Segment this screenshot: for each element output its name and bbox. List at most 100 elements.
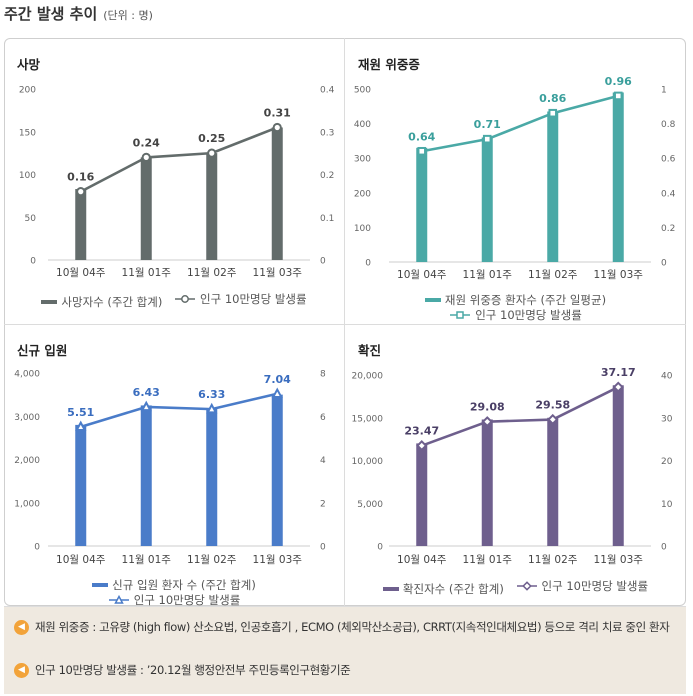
legend-bar-label: 확진자수 (주간 합계) [402, 582, 504, 596]
y-left-tick-label: 200 [19, 86, 36, 96]
data-label: 37.17 [601, 366, 636, 379]
footnote-text: 인구 10만명당 발생률 : ’20.12월 행정안전부 주민등록인구현황기준 [35, 663, 351, 677]
footnote-rate: ◀ 인구 10만명당 발생률 : ’20.12월 행정안전부 주민등록인구현황기… [14, 663, 675, 678]
chart-deaths: 0 50 100 150 200 0 0.1 0.2 0.3 0.4 10월 04주 11월 01주 1… [19, 86, 335, 280]
bar [75, 189, 87, 260]
y-left-tick-label: 400 [354, 120, 371, 130]
chart-confirmed: 0 5,000 10,000 15,000 20,000 0 10 20 30 40 10월 04주… [352, 366, 673, 566]
bar [416, 147, 428, 262]
y-right-tick-label: 0 [320, 257, 326, 267]
data-label: 0.86 [539, 92, 566, 105]
data-label: 0.31 [264, 106, 291, 119]
line-point [141, 152, 151, 163]
speaker-icon: ◀ [14, 620, 29, 635]
legend-bar-label: 사망자수 (주간 합계) [61, 295, 163, 309]
chart-panel-critical: 재원 위중증 0 100 200 300 400 500 0 0.2 0.4 0.6 0.8 1 10월… [345, 38, 686, 324]
data-label: 0.64 [408, 130, 435, 143]
legend-line-item: 인구 10만명당 발생률 [449, 308, 582, 323]
x-tick-label: 11월 01주 [122, 554, 172, 566]
y-left-tick-label: 0 [365, 259, 371, 269]
x-tick-label: 11월 01주 [122, 267, 172, 279]
x-tick-label: 11월 02주 [187, 267, 237, 279]
y-left-tick-label: 500 [354, 86, 371, 96]
series-line [80, 392, 278, 429]
data-label: 7.04 [264, 373, 291, 386]
legend-bar-item: 확진자수 (주간 합계) [382, 581, 504, 597]
y-right-tick-label: 0 [320, 543, 326, 553]
x-tick-label: 10월 04주 [397, 554, 447, 566]
data-label: 0.71 [474, 118, 501, 131]
legend-bar-swatch [424, 298, 441, 302]
line-point [613, 91, 623, 101]
panel-divider-vertical [344, 38, 345, 606]
legend-line-swatch [450, 311, 471, 319]
x-tick-label: 11월 02주 [528, 554, 578, 566]
chart-admissions: 0 1,000 2,000 3,000 4,000 0 2 4 6 8 10월 04주 11월 01주… [14, 370, 326, 567]
y-right-tick-label: 30 [661, 414, 673, 424]
legend-bar-item: 신규 입원 환자 수 (주간 합계) [92, 578, 256, 593]
legend-line-item: 인구 10만명당 발생률 [174, 291, 307, 307]
y-left-tick-label: 100 [19, 171, 36, 181]
x-tick-label: 11월 01주 [463, 269, 513, 281]
data-label: 0.96 [605, 75, 632, 88]
data-label: 0.24 [133, 136, 160, 149]
footnotes: ◀ 재원 위중증 : 고유량 (high flow) 산소요법, 인공호흡기 ,… [4, 606, 686, 694]
y-left-tick-label: 15,000 [352, 414, 384, 424]
chart-title: 확진 [358, 343, 382, 358]
legend-bar-swatch [382, 587, 399, 591]
legend-line-item: 인구 10만명당 발생률 [108, 592, 241, 608]
y-left-tick-label: 3,000 [14, 413, 40, 423]
chart-legend: 사망자수 (주간 합계) 인구 10만명당 발생률 [4, 291, 344, 310]
chart-critical: 0 100 200 300 400 500 0 0.2 0.4 0.6 0.8 1 10월 04주 11월… [354, 75, 676, 281]
y-right-tick-label: 1 [661, 86, 667, 96]
y-left-tick-label: 10,000 [352, 457, 384, 467]
charts-frame [4, 38, 686, 606]
bar [416, 443, 428, 546]
y-left-tick-label: 100 [354, 224, 371, 234]
x-tick-label: 11월 03주 [253, 554, 303, 566]
y-right-tick-label: 0.2 [320, 171, 334, 181]
x-tick-label: 10월 04주 [56, 267, 106, 279]
y-right-tick-label: 0.4 [320, 86, 335, 96]
x-tick-label: 10월 04주 [397, 269, 447, 281]
data-label: 5.51 [67, 406, 94, 419]
line-point [75, 420, 87, 432]
page-heading: 주간 발생 추이 (단위 : 명) [4, 3, 153, 29]
legend-bar-label: 신규 입원 환자 수 (주간 합계) [112, 577, 256, 592]
unit-label: (단위 : 명) [103, 9, 153, 22]
panel-divider-horizontal [4, 324, 686, 325]
legend-line-label: 인구 10만명당 발생률 [475, 307, 582, 322]
y-left-tick-label: 300 [354, 155, 371, 165]
y-right-tick-label: 0.2 [661, 224, 675, 234]
x-tick-label: 11월 01주 [463, 554, 513, 566]
line-point [140, 400, 152, 412]
y-right-tick-label: 0.3 [320, 128, 334, 138]
legend-line-label: 인구 10만명당 발생률 [200, 292, 307, 306]
line-point [417, 146, 427, 156]
line-point [272, 122, 282, 133]
legend-line-label: 인구 10만명당 발생률 [541, 579, 649, 593]
bar [271, 394, 283, 546]
y-left-tick-label: 2,000 [14, 456, 40, 466]
legend-line-swatch [108, 595, 129, 604]
legend-line-label: 인구 10만명당 발생률 [133, 592, 241, 607]
y-left-tick-label: 50 [25, 214, 37, 224]
bar [206, 408, 218, 546]
chart-legend: 재원 위중증 환자수 (주간 일평균) 인구 10만명당 발생률 [345, 291, 686, 324]
chart-panel-deaths: 사망 0 50 100 150 200 0 0.1 0.2 0.3 0.4 10월 04주 11월 0… [4, 38, 344, 324]
chart-legend: 확진자수 (주간 합계) 인구 10만명당 발생률 [345, 578, 686, 597]
y-right-tick-label: 8 [320, 370, 326, 380]
line-point [416, 440, 428, 452]
bar [481, 419, 493, 546]
x-tick-label: 11월 02주 [528, 269, 578, 281]
line-point [612, 381, 624, 393]
chart-title: 신규 입원 [17, 343, 68, 358]
y-right-tick-label: 0.8 [661, 120, 676, 130]
y-right-tick-label: 0 [661, 543, 667, 553]
line-point [207, 148, 217, 158]
chart-panel-confirmed: 확진 0 5,000 10,000 15,000 20,000 0 10 20 30 40 10월 … [345, 325, 686, 606]
legend-bar-swatch [41, 300, 58, 304]
data-label: 29.58 [535, 399, 570, 412]
line-point [206, 402, 218, 414]
y-right-tick-label: 0.1 [320, 214, 334, 224]
